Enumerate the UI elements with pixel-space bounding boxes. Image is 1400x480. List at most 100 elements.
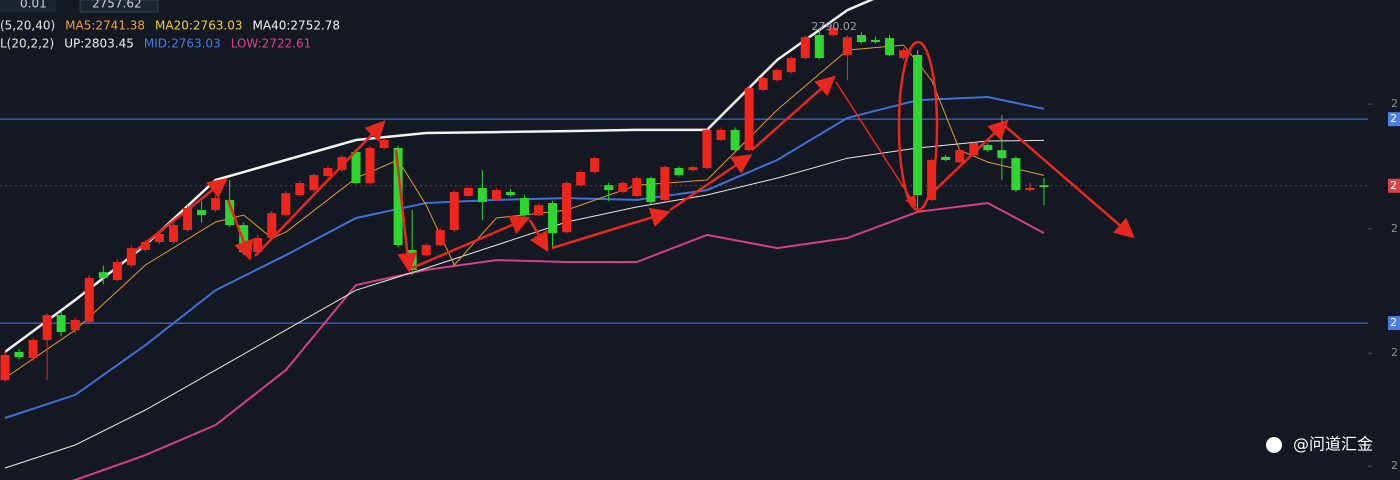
candle-body xyxy=(435,230,445,246)
candle-body xyxy=(463,187,473,196)
watermark: @问道汇金 xyxy=(1293,435,1373,454)
price-value: 2757.62 xyxy=(92,0,142,11)
candle-body xyxy=(660,167,670,200)
candle-body xyxy=(351,152,361,184)
high-label: 2790.02 xyxy=(811,20,857,33)
candle-body xyxy=(505,191,515,196)
candle-body xyxy=(0,355,10,381)
price-tag xyxy=(1388,316,1400,331)
candle-body xyxy=(112,261,122,281)
candle-body xyxy=(14,351,24,358)
candle-body xyxy=(899,50,909,59)
candle-body xyxy=(168,225,178,242)
candle-body xyxy=(646,178,656,203)
candle-body xyxy=(744,88,754,151)
candle-body xyxy=(365,148,375,184)
step-box xyxy=(0,0,56,12)
price-box xyxy=(79,0,159,13)
candle-body xyxy=(225,199,235,226)
candle-body xyxy=(870,39,880,43)
arrow xyxy=(931,119,1009,194)
price-tag-label: 2 xyxy=(1390,179,1397,192)
candle-body xyxy=(197,210,207,215)
candle-body xyxy=(716,129,726,141)
candle-body xyxy=(1025,187,1035,191)
legend-item: L(20,2,2) xyxy=(0,37,54,51)
candle-body xyxy=(828,27,838,36)
candle-body xyxy=(913,54,923,196)
indicator-line xyxy=(4,0,875,353)
candle-body xyxy=(56,315,66,332)
candle-body xyxy=(955,150,965,163)
candle-body xyxy=(140,241,150,250)
arrow xyxy=(254,120,386,257)
candle-body xyxy=(281,193,291,215)
legend-item: MA40:2752.78 xyxy=(253,19,341,33)
candle-body xyxy=(674,167,684,176)
indicator-line xyxy=(4,95,1045,419)
arrow xyxy=(669,154,753,212)
highlight-ellipse xyxy=(897,40,939,212)
indicator-line xyxy=(71,201,1045,480)
candle-body xyxy=(730,129,740,151)
candle-body xyxy=(126,248,136,266)
candle-body xyxy=(842,37,852,55)
candle-body xyxy=(42,315,52,340)
candle-body xyxy=(98,272,108,278)
candle-body xyxy=(1011,158,1021,191)
candle-body xyxy=(590,158,600,172)
candle-body xyxy=(885,38,895,55)
legend-item: MA20:2763.03 xyxy=(155,19,243,33)
candle-body xyxy=(814,35,824,59)
candle-body xyxy=(688,167,698,171)
arrow xyxy=(528,219,549,253)
candle-body xyxy=(154,234,164,242)
candle-body xyxy=(84,277,94,323)
candle-body xyxy=(983,144,993,151)
arrow xyxy=(129,177,228,256)
price-tag-label: 2 xyxy=(1390,112,1397,125)
candle-body xyxy=(786,58,796,73)
candle-body xyxy=(1039,185,1049,188)
candle-body xyxy=(604,185,614,191)
candle-body xyxy=(534,205,544,215)
arrow xyxy=(751,75,836,151)
step-value: 0.01 xyxy=(20,0,47,11)
candle-body xyxy=(562,183,572,233)
candle-body xyxy=(548,202,558,234)
legend-item: (5,20,40) xyxy=(0,19,55,33)
candle-body xyxy=(70,320,80,331)
arrow xyxy=(1004,125,1135,239)
candle-body xyxy=(997,150,1007,159)
price-tag xyxy=(1388,112,1400,127)
candle-body xyxy=(519,198,529,215)
price-tag xyxy=(1388,178,1400,193)
candle-body xyxy=(211,198,221,211)
logo-icon xyxy=(1266,437,1282,453)
candle-body xyxy=(618,183,628,192)
y-tick-label: 2 xyxy=(1391,346,1398,359)
candle-body xyxy=(337,156,347,171)
arrow xyxy=(835,81,917,208)
candle-body xyxy=(702,129,712,168)
y-tick-label: 2 xyxy=(1391,459,1398,472)
legend-item: LOW:2722.61 xyxy=(231,37,312,51)
candle-body xyxy=(632,178,642,196)
candle-body xyxy=(379,140,389,149)
candle-body xyxy=(183,207,193,231)
candle-body xyxy=(323,167,333,176)
legend-item: UP:2803.45 xyxy=(64,37,134,51)
candle-body xyxy=(941,156,951,160)
candle-body xyxy=(969,143,979,156)
candle-body xyxy=(800,37,810,59)
legend: (5,20,40) MA5:2741.38 MA20:2763.03 MA40:275… xyxy=(0,19,340,51)
arrow xyxy=(551,207,671,250)
arrow xyxy=(411,215,531,270)
legend-item: MID:2763.03 xyxy=(144,37,221,51)
candle-body xyxy=(393,148,403,246)
legend-item: MA5:2741.38 xyxy=(65,19,145,33)
arrow xyxy=(226,199,254,261)
candle-body xyxy=(576,171,586,186)
